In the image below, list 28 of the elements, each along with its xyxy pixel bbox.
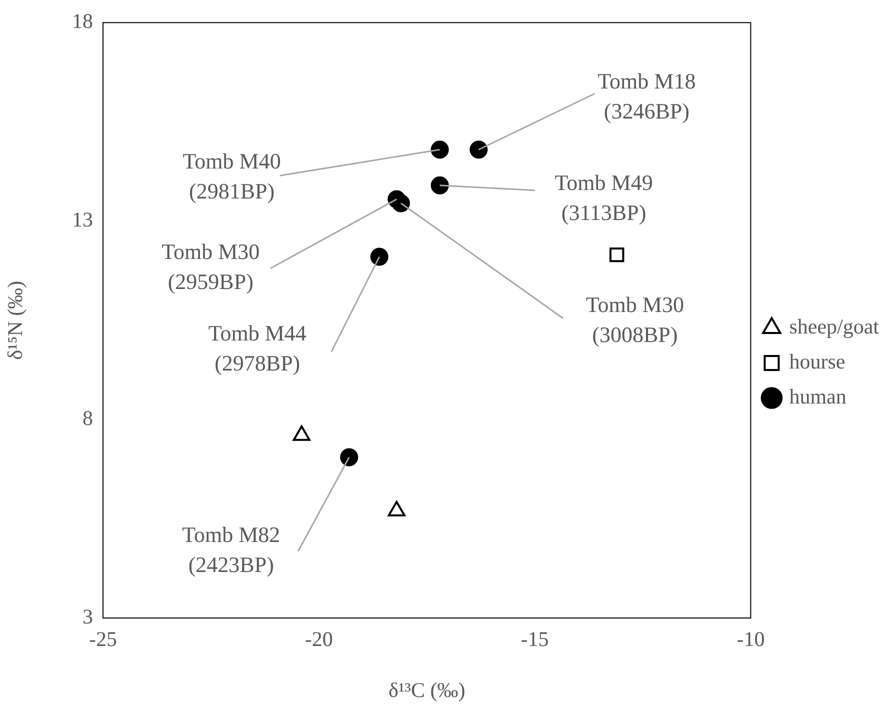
annotation: Tomb M82 (2423BP): [182, 522, 280, 578]
point: [470, 140, 488, 159]
point: [292, 425, 310, 441]
x-tick-label: -10: [736, 627, 765, 652]
y-tick-label: 8: [82, 406, 93, 430]
point: [430, 140, 449, 159]
y-axis-title: δ¹⁵N (‰): [3, 280, 28, 360]
annotation: Tomb M30 (2959BP): [162, 239, 260, 294]
point: [370, 248, 388, 266]
y-tick-label: 18: [72, 9, 93, 34]
y-tick-label: 13: [72, 208, 93, 232]
x-axis-title: δ¹³C (‰): [388, 678, 466, 702]
legend-label: hourse: [789, 350, 846, 374]
annotation: Tomb M49 (3113BP): [554, 170, 653, 226]
annotation: Tomb M44 (2978BP): [208, 320, 306, 376]
x-tick-label: -20: [304, 627, 333, 652]
point: [430, 176, 449, 194]
point: [388, 500, 406, 516]
x-tick-label: -15: [520, 627, 549, 652]
annotation: Tomb M30 (3008BP): [586, 292, 684, 347]
y-tick-label: 3: [82, 604, 93, 629]
point: [392, 194, 410, 212]
legend-label: sheep/goat: [789, 314, 880, 339]
annotation: Tomb M40 (2981BP): [182, 148, 281, 204]
legend-label: human: [789, 384, 847, 409]
point: [609, 247, 624, 262]
x-tick-label: -25: [89, 627, 117, 652]
annotation: Tomb M18 (3246BP): [598, 68, 696, 124]
